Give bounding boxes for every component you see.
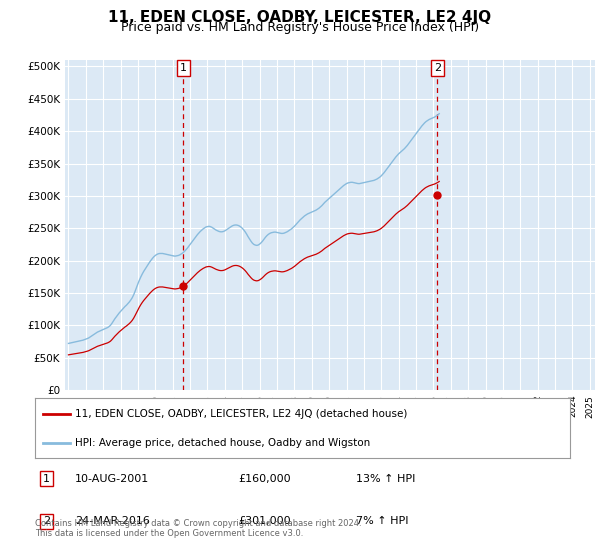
Text: HPI: Average price, detached house, Oadby and Wigston: HPI: Average price, detached house, Oadb… bbox=[75, 438, 370, 448]
Text: 7% ↑ HPI: 7% ↑ HPI bbox=[356, 516, 409, 526]
Text: 11, EDEN CLOSE, OADBY, LEICESTER, LE2 4JQ: 11, EDEN CLOSE, OADBY, LEICESTER, LE2 4J… bbox=[109, 10, 491, 25]
Text: 1: 1 bbox=[43, 474, 50, 484]
Text: £301,000: £301,000 bbox=[238, 516, 291, 526]
Text: 2: 2 bbox=[434, 63, 441, 73]
Text: 24-MAR-2016: 24-MAR-2016 bbox=[75, 516, 150, 526]
Text: 10-AUG-2001: 10-AUG-2001 bbox=[75, 474, 149, 484]
Text: Price paid vs. HM Land Registry's House Price Index (HPI): Price paid vs. HM Land Registry's House … bbox=[121, 21, 479, 34]
Text: 11, EDEN CLOSE, OADBY, LEICESTER, LE2 4JQ (detached house): 11, EDEN CLOSE, OADBY, LEICESTER, LE2 4J… bbox=[75, 409, 407, 419]
Text: 1: 1 bbox=[180, 63, 187, 73]
Text: 13% ↑ HPI: 13% ↑ HPI bbox=[356, 474, 415, 484]
Text: 2: 2 bbox=[43, 516, 50, 526]
Text: £160,000: £160,000 bbox=[238, 474, 291, 484]
Text: Contains HM Land Registry data © Crown copyright and database right 2024.
This d: Contains HM Land Registry data © Crown c… bbox=[35, 519, 362, 538]
